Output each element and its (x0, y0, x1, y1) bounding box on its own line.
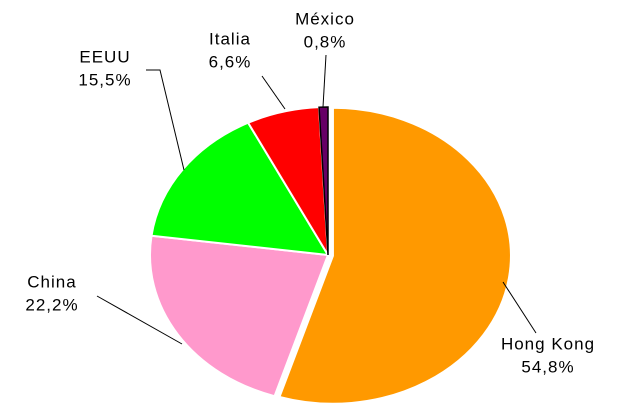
pie-slice (318, 106, 329, 256)
leader-line (322, 54, 327, 108)
slice-value-label: 22,2% (25, 295, 78, 314)
pie-slice (278, 106, 512, 405)
leader-line (502, 281, 537, 334)
slice-label: China (27, 272, 76, 291)
slice-label: Italia (209, 29, 251, 48)
leader-line (96, 295, 183, 345)
pie-slice (149, 234, 330, 398)
leader-line (261, 75, 286, 110)
slice-value-label: 15,5% (78, 70, 131, 89)
slice-label: EEUU (79, 47, 130, 66)
slice-value-label: 54,8% (521, 357, 574, 376)
slice-label: México (295, 9, 355, 28)
pie-slice (150, 121, 330, 257)
slice-value-label: 0,8% (304, 32, 347, 51)
leader-line (146, 69, 185, 171)
slice-value-label: 6,6% (209, 52, 252, 71)
slice-label: Hong Kong (501, 334, 595, 353)
